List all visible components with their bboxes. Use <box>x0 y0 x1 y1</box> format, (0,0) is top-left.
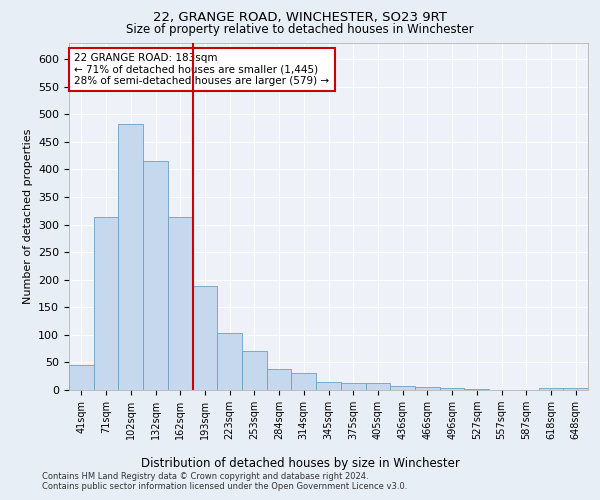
Bar <box>143 161 168 390</box>
Bar <box>390 386 415 390</box>
Text: Size of property relative to detached houses in Winchester: Size of property relative to detached ho… <box>126 22 474 36</box>
Bar <box>415 386 440 390</box>
Bar <box>242 352 267 390</box>
Bar <box>316 382 341 390</box>
Bar <box>217 333 242 390</box>
Bar <box>292 374 316 390</box>
Y-axis label: Number of detached properties: Number of detached properties <box>23 128 32 304</box>
Bar <box>365 384 390 390</box>
Bar <box>118 124 143 390</box>
Text: 22, GRANGE ROAD, WINCHESTER, SO23 9RT: 22, GRANGE ROAD, WINCHESTER, SO23 9RT <box>153 11 447 24</box>
Bar <box>94 218 118 390</box>
Text: Contains public sector information licensed under the Open Government Licence v3: Contains public sector information licen… <box>42 482 407 491</box>
Bar <box>267 369 292 390</box>
Text: Distribution of detached houses by size in Winchester: Distribution of detached houses by size … <box>140 458 460 470</box>
Bar <box>341 384 365 390</box>
Bar <box>69 364 94 390</box>
Bar <box>539 388 563 390</box>
Bar <box>193 286 217 390</box>
Bar <box>440 388 464 390</box>
Bar <box>168 218 193 390</box>
Text: Contains HM Land Registry data © Crown copyright and database right 2024.: Contains HM Land Registry data © Crown c… <box>42 472 368 481</box>
Text: 22 GRANGE ROAD: 183sqm
← 71% of detached houses are smaller (1,445)
28% of semi-: 22 GRANGE ROAD: 183sqm ← 71% of detached… <box>74 53 329 86</box>
Bar <box>563 388 588 390</box>
